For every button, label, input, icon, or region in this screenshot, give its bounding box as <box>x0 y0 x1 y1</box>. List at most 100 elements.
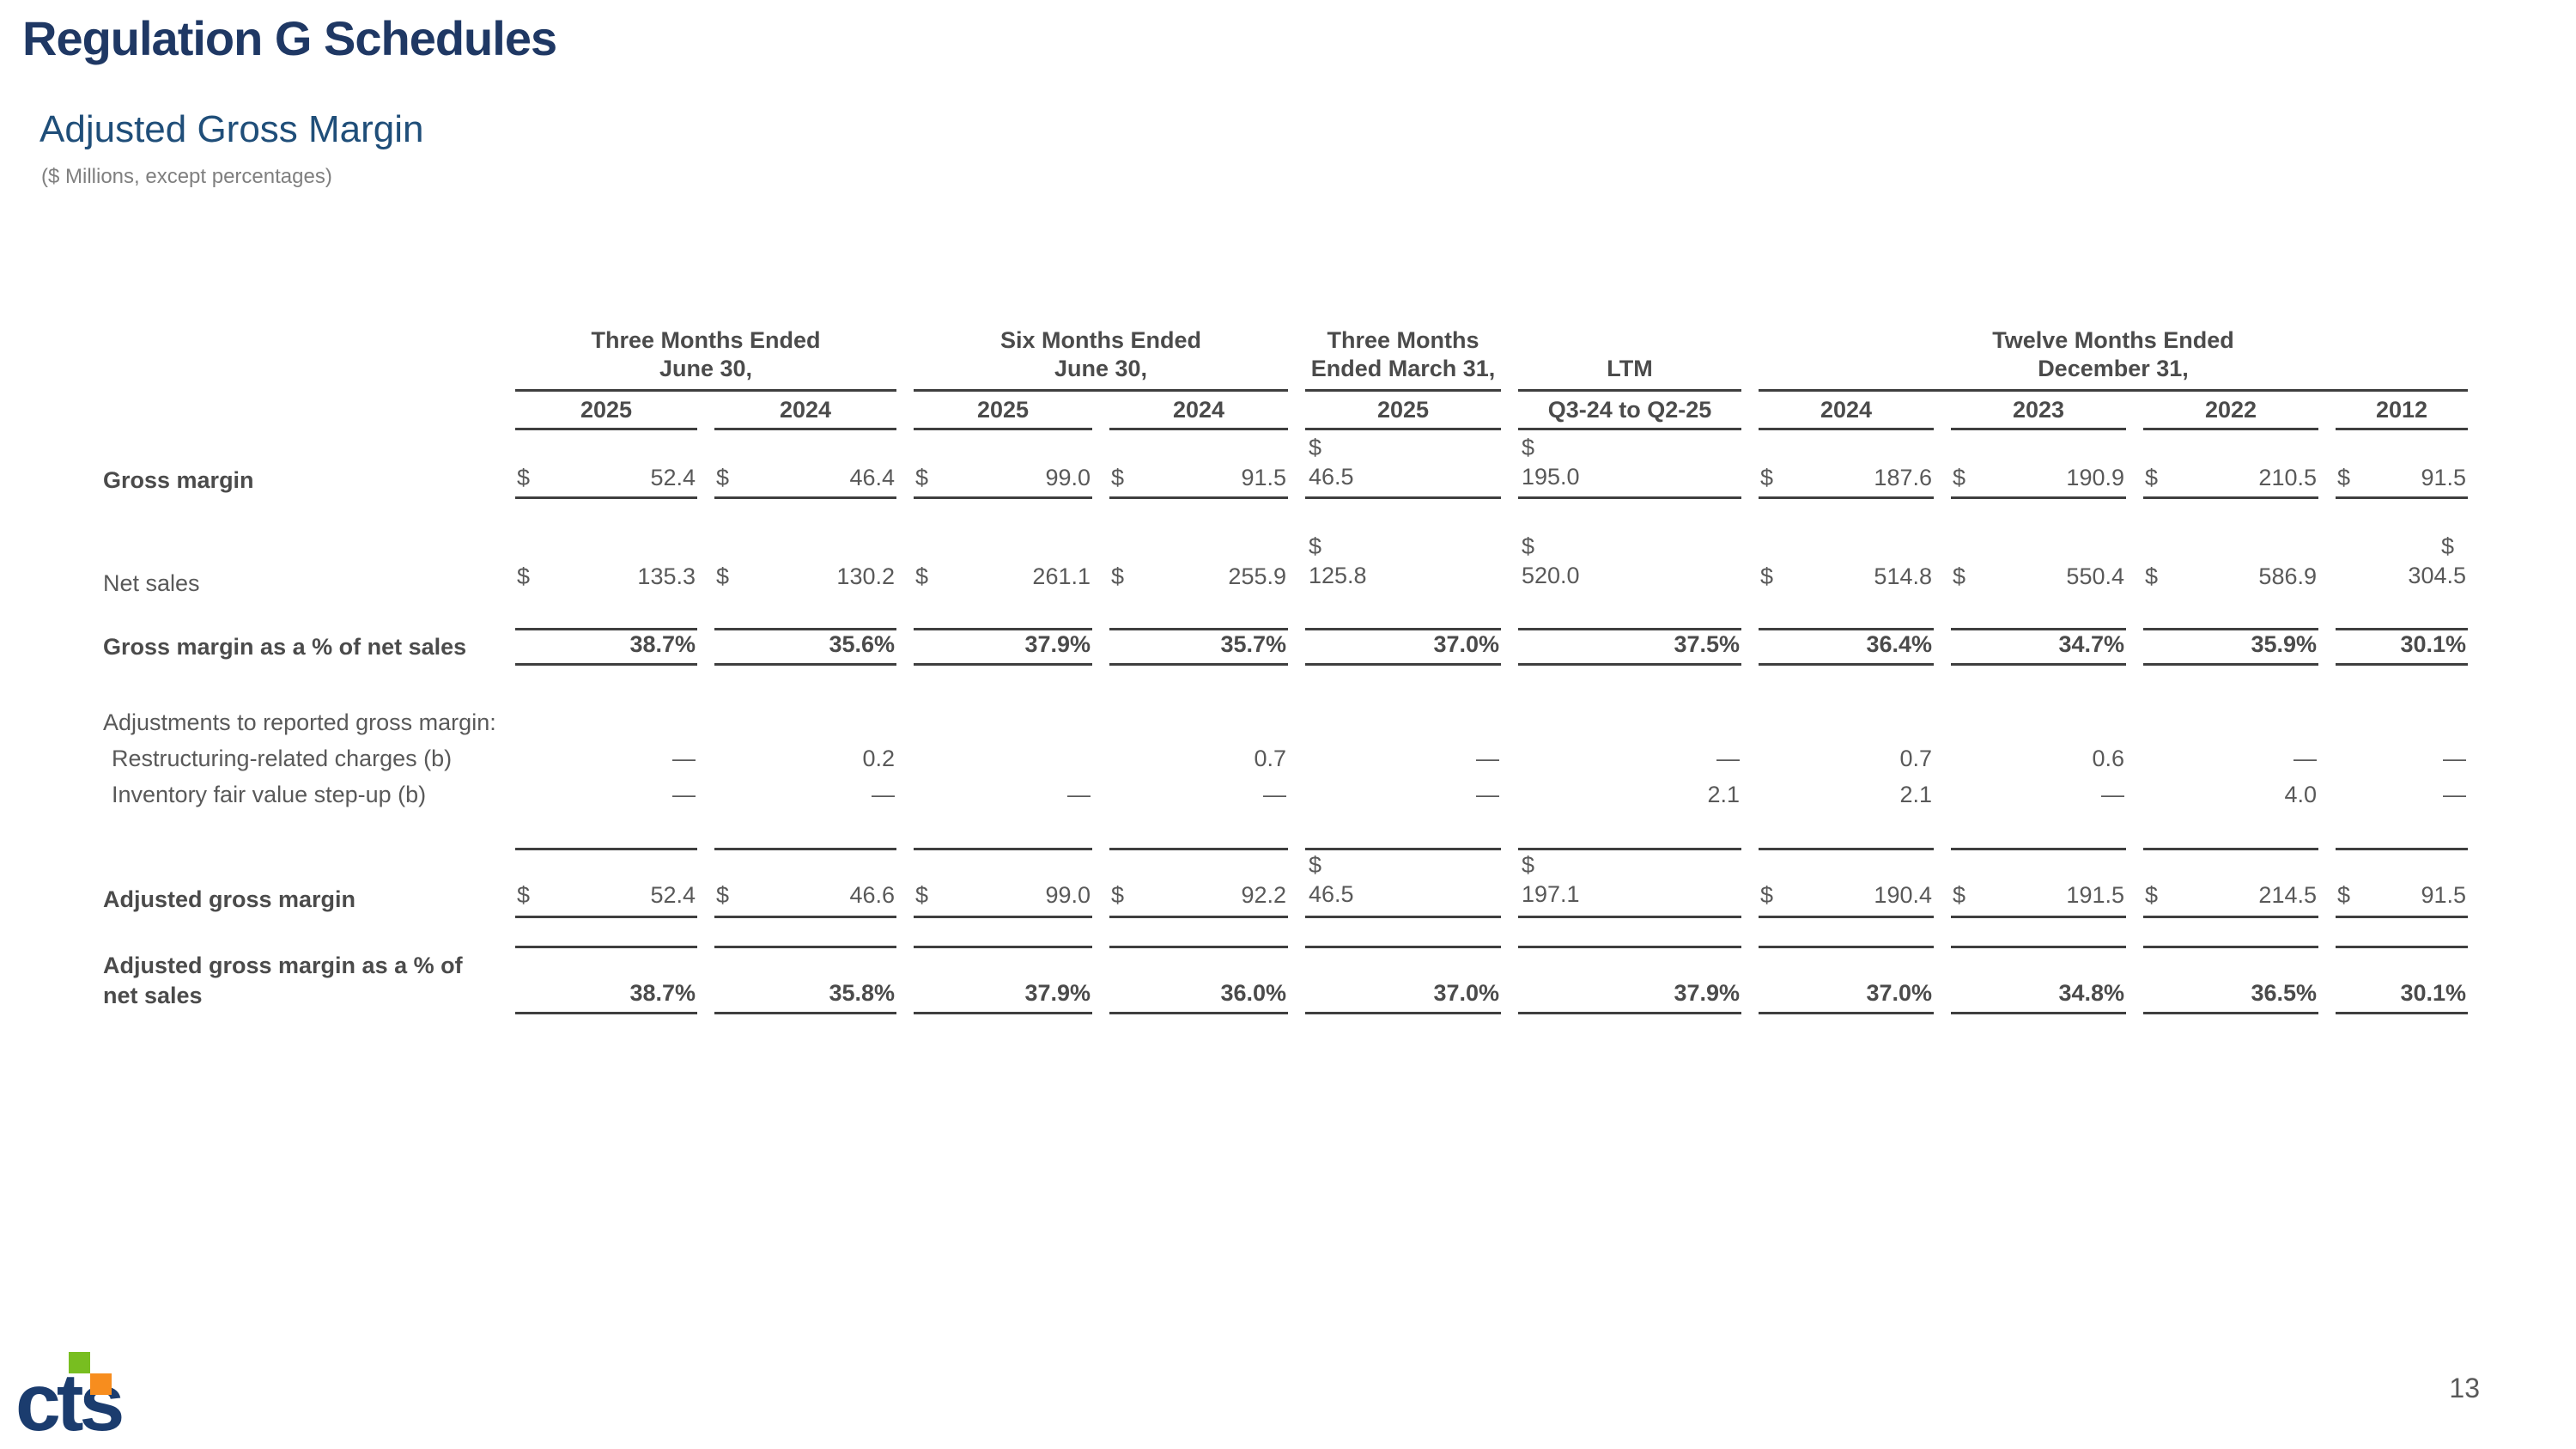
column-group-header: Six Months Ended June 30, <box>914 325 1288 392</box>
cell-value: 37.9% <box>1674 979 1740 1006</box>
table-cell: — <box>1305 777 1501 813</box>
table-row: Restructuring-related charges (b) — 0.2 0.7… <box>103 741 2485 777</box>
cell-value: 0.7 <box>1899 745 1932 771</box>
table-cell: $190.4 <box>1759 850 1934 918</box>
dollar-sign: $ <box>1111 563 1125 589</box>
row-label <box>103 392 498 430</box>
column-year-header: 2025 <box>914 392 1092 430</box>
cell-value: — <box>672 781 696 807</box>
cell-value: — <box>1476 781 1499 807</box>
row-label: Inventory fair value step-up (b) <box>112 781 427 807</box>
dollar-sign: $ <box>915 464 929 490</box>
dollar-sign: $ <box>1953 881 1966 908</box>
table-cell: $92.2 <box>1109 850 1288 918</box>
dollar-sign: $ <box>517 464 531 490</box>
cell-value: — <box>872 781 895 807</box>
table-cell: 30.1% <box>2336 946 2468 1014</box>
dollar-sign: $ <box>2145 563 2159 589</box>
cell-value: 2.1 <box>1899 781 1932 807</box>
table-cell: 37.5% <box>1518 628 1741 667</box>
cell-value: 52.4 <box>650 464 696 490</box>
cell-value: — <box>2443 781 2466 807</box>
table-cell: $520.0 <box>1518 499 1741 602</box>
row-label: Restructuring-related charges (b) <box>112 745 453 771</box>
dollar-sign: $ <box>1760 464 1774 490</box>
table-cell: $91.5 <box>1109 430 1288 499</box>
column-group-header: Three Months Ended March 31, <box>1305 325 1501 392</box>
table-cell: 37.9% <box>914 628 1092 667</box>
logo-green-square-icon <box>69 1352 90 1373</box>
table-cell: $255.9 <box>1109 499 1288 602</box>
table-cell: $197.1 <box>1518 850 1741 918</box>
dollar-sign: $ <box>2145 881 2159 908</box>
cell-value: 190.4 <box>1874 881 1932 908</box>
table-cell: $46.5 <box>1305 430 1501 499</box>
cell-value: — <box>2293 745 2317 771</box>
cell-value: 36.4% <box>1866 631 1932 657</box>
cell-value: 210.5 <box>2258 464 2317 490</box>
cell-value: 38.7% <box>629 979 696 1006</box>
dollar-sign: $ <box>716 464 730 490</box>
dollar-sign: $ <box>2337 881 2351 908</box>
cell-value: 0.2 <box>862 745 895 771</box>
table-cell: $191.5 <box>1951 850 2126 918</box>
dollar-sign: $ <box>1522 852 1535 878</box>
spacer-row <box>103 602 2485 628</box>
table-cell: 36.4% <box>1759 628 1934 667</box>
cell-value: — <box>1716 745 1740 771</box>
cell-value: 35.7% <box>1220 631 1286 657</box>
table-cell: 34.7% <box>1951 628 2126 667</box>
units-note: ($ Millions, except percentages) <box>41 165 332 188</box>
column-year-header: 2022 <box>2143 392 2318 430</box>
column-year-header: 2024 <box>714 392 896 430</box>
cell-value: 99.0 <box>1045 464 1091 490</box>
cell-value: 255.9 <box>1228 563 1286 589</box>
cell-value: 46.5 <box>1309 881 1354 907</box>
row-label <box>103 325 498 392</box>
cell-value: — <box>1067 781 1091 807</box>
dollar-sign: $ <box>915 881 929 908</box>
table-cell: $91.5 <box>2336 430 2468 499</box>
cell-value: 36.0% <box>1220 979 1286 1006</box>
cell-value: 92.2 <box>1241 881 1286 908</box>
column-year-header: 2025 <box>1305 392 1501 430</box>
dollar-sign: $ <box>1522 533 1535 559</box>
table-cell: 2.1 <box>1759 777 1934 813</box>
column-group-header: LTM <box>1518 325 1741 392</box>
table-cell: $187.6 <box>1759 430 1934 499</box>
column-year-header: 2023 <box>1951 392 2126 430</box>
table-cell: 0.7 <box>1109 741 1288 777</box>
table-cell: $135.3 <box>515 499 697 602</box>
cell-value: 34.8% <box>2058 979 2124 1006</box>
cts-logo: cts <box>15 1338 179 1444</box>
dollar-sign: $ <box>1953 563 1966 589</box>
table-cell <box>1305 848 1501 851</box>
table-cell: $210.5 <box>2143 430 2318 499</box>
table-cell: — <box>2336 777 2468 813</box>
table-cell <box>914 848 1092 851</box>
table-cell <box>2336 848 2468 851</box>
cell-value: 135.3 <box>637 563 696 589</box>
cell-value: 36.5% <box>2251 979 2317 1006</box>
table-cell: — <box>2143 741 2318 777</box>
table-cell <box>714 848 896 851</box>
dollar-sign: $ <box>1760 881 1774 908</box>
table-cell: $46.6 <box>714 850 896 918</box>
spacer-row <box>103 914 2485 946</box>
dollar-sign: $ <box>1309 435 1322 460</box>
cell-value: 190.9 <box>2066 464 2124 490</box>
row-label: Gross margin as a % of net sales <box>103 634 467 661</box>
cell-value: 37.0% <box>1433 631 1499 657</box>
table-cell: 0.2 <box>714 741 896 777</box>
table-cell <box>1759 848 1934 851</box>
table-cell: $130.2 <box>714 499 896 602</box>
page-number: 13 <box>2449 1373 2480 1403</box>
cell-value: 520.0 <box>1522 563 1580 588</box>
cell-value: 197.1 <box>1522 881 1580 907</box>
cell-value: 4.0 <box>2284 781 2317 807</box>
table-cell: 37.9% <box>1518 946 1741 1014</box>
table-cell: $46.4 <box>714 430 896 499</box>
table-cell: 37.0% <box>1305 946 1501 1014</box>
cell-value: 99.0 <box>1045 881 1091 908</box>
dollar-sign: $ <box>915 563 929 589</box>
